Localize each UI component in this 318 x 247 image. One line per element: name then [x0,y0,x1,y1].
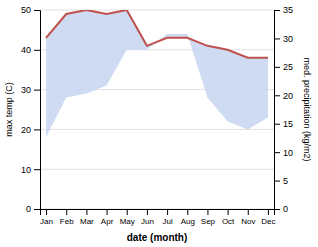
grid-line [40,169,274,170]
tick: 10 [274,148,293,158]
tick-label: Sep [201,217,216,226]
tick-mark [274,10,280,11]
tick-mark [228,209,229,215]
tick-mark [248,209,249,215]
tick: Jan [40,209,53,226]
tick-mark [34,50,40,51]
tick: May [120,209,135,226]
tick: Apr [101,209,114,226]
y-axis: 0 10 20 30 40 50 [21,5,41,214]
tick-label: Dec [261,217,275,226]
tick-label: Nov [241,217,255,226]
tick-mark [187,209,188,215]
tick: 25 [274,62,293,72]
tick-label: Feb [60,217,74,226]
tick-mark [274,38,280,39]
tick-mark [268,209,269,215]
tick: Aug [181,209,195,226]
tick-label: 25 [283,62,293,72]
tick: 10 [21,165,40,175]
tick-mark [34,169,40,170]
tick: 5 [274,176,288,186]
x-axis: Jan Feb Mar Apr May Jun Jul Aug Sep Oct Nov Dec [40,209,275,226]
line [46,10,268,58]
tick-mark [274,209,280,210]
tick-label: 50 [21,5,31,15]
tick-label: Jul [162,217,172,226]
tick-mark [46,209,47,215]
marks [46,10,268,137]
tick-label: 10 [283,148,293,158]
tick: Sep [201,209,216,226]
tick-mark [167,209,168,215]
tick-label: 0 [283,204,288,214]
tick: 0 [26,204,40,214]
tick-label: 40 [21,45,31,55]
tick: Jun [141,209,154,226]
chart: Jan Feb Mar Apr May Jun Jul Aug Sep Oct Nov Dec 0 10 2… [0,0,318,247]
tick-label: Jun [141,217,154,226]
tick-label: 30 [21,85,31,95]
tick-mark [34,90,40,91]
tick-mark [274,152,280,153]
y2-axis: 0 5 10 15 20 25 30 35 [274,5,293,214]
area [46,10,268,137]
tick-label: 0 [26,204,31,214]
tick: 15 [274,119,293,129]
tick-mark [274,67,280,68]
y2-axis-title: med. precipitation (kg/m2) [302,57,312,161]
tick-mark [34,209,40,210]
tick: 30 [21,85,40,95]
tick: 40 [21,45,40,55]
tick: 20 [21,125,40,135]
tick: 30 [274,34,293,44]
tick-label: May [120,217,135,226]
tick-mark [86,209,87,215]
tick-label: Aug [181,217,195,226]
tick-label: 10 [21,165,31,175]
axis-line [41,210,275,216]
tick: Oct [222,209,235,226]
tick: 35 [274,5,293,15]
tick-label: 35 [283,5,293,15]
tick-mark [207,209,208,215]
plot: Jan Feb Mar Apr May Jun Jul Aug Sep Oct Nov Dec 0 10 2… [4,5,312,243]
x-axis-title: date (month) [127,232,188,243]
tick-label: 15 [283,119,293,129]
grid-line [40,129,274,130]
tick: 0 [274,204,288,214]
tick-label: 5 [283,176,288,186]
tick-mark [34,10,40,11]
axis-line [275,11,281,210]
tick-mark [34,129,40,130]
tick: 50 [21,5,40,15]
tick-mark [274,95,280,96]
tick-label: 20 [21,125,31,135]
grid-line [40,10,274,11]
axis-line [34,11,41,210]
tick-mark [147,209,148,215]
y-axis-title: max temp (C) [4,82,14,137]
tick-mark [274,124,280,125]
tick-mark [107,209,108,215]
tick: Dec [261,209,275,226]
tick-mark [66,209,67,215]
tick: Feb [60,209,74,226]
tick-mark [127,209,128,215]
tick: Mar [80,209,94,226]
tick-label: Jan [40,217,53,226]
tick-label: Mar [80,217,94,226]
tick-label: 30 [283,34,293,44]
tick-label: Apr [101,217,114,226]
tick-label: 20 [283,91,293,101]
grid [40,10,274,209]
tick: Nov [241,209,255,226]
tick: Jul [162,209,172,226]
tick-label: Oct [222,217,235,226]
tick-mark [274,181,280,182]
tick: 20 [274,91,293,101]
